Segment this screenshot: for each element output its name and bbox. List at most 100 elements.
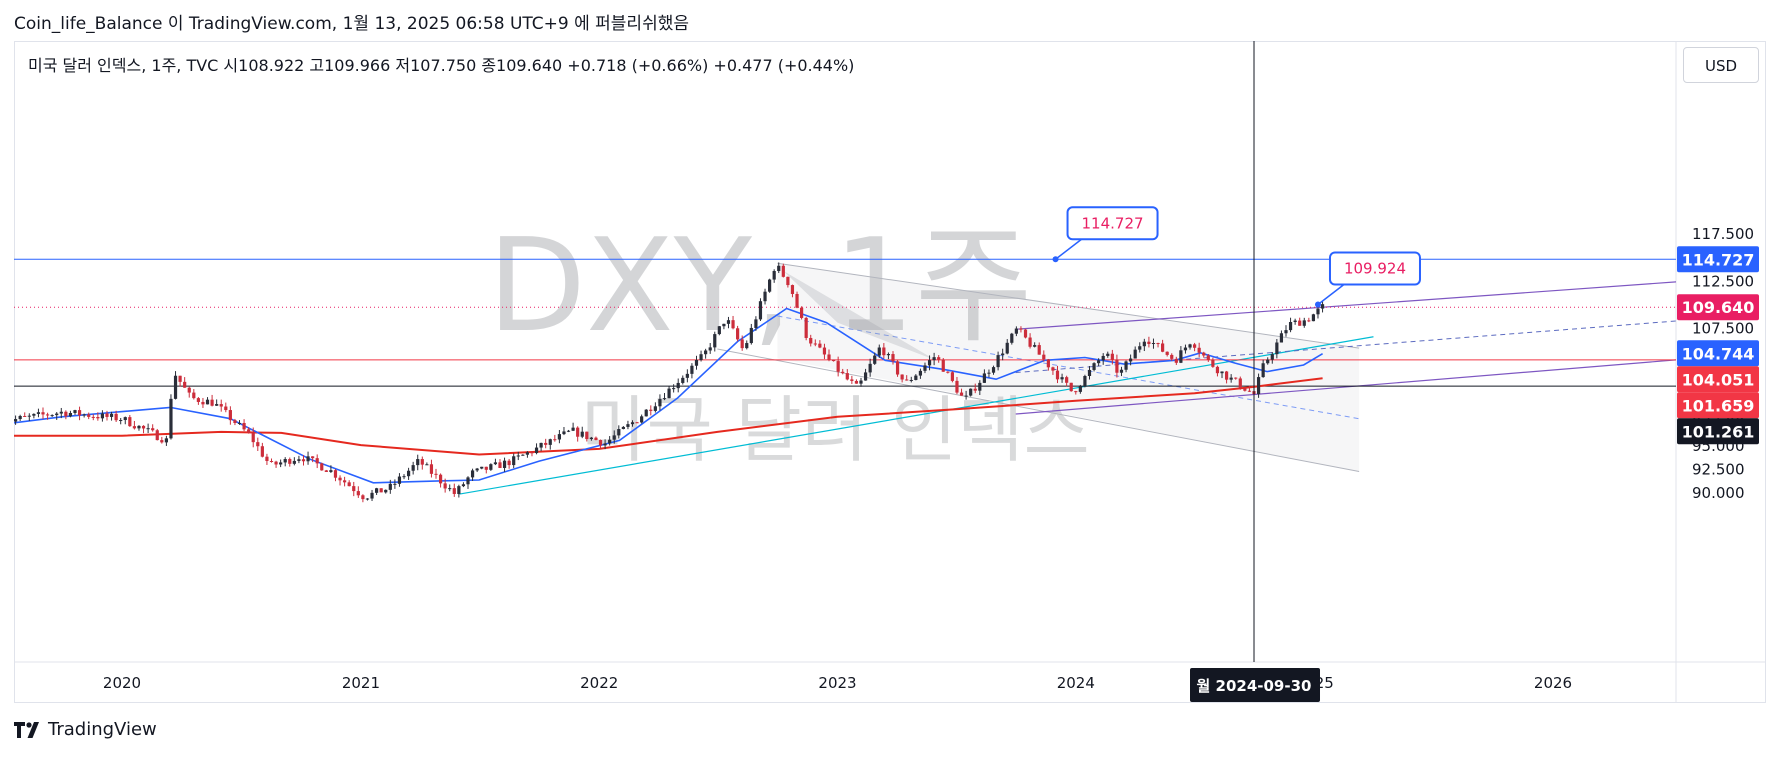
candle bbox=[151, 424, 155, 432]
price-label: 101.659 bbox=[1682, 396, 1755, 415]
price-label: 114.727 bbox=[1682, 250, 1755, 269]
candle bbox=[311, 456, 315, 463]
time-tick-label: 2020 bbox=[103, 674, 141, 692]
candle bbox=[1284, 325, 1288, 337]
candle-body bbox=[1202, 352, 1206, 356]
candle-body bbox=[923, 365, 927, 371]
candle bbox=[183, 377, 187, 388]
candle-body bbox=[493, 462, 498, 465]
candle-body bbox=[457, 486, 461, 494]
candle-body bbox=[1211, 359, 1215, 367]
candle-body bbox=[621, 426, 625, 430]
candle-body bbox=[5, 423, 8, 426]
candle-body bbox=[914, 375, 918, 380]
candle-body bbox=[18, 415, 22, 420]
candle-body bbox=[228, 410, 232, 421]
candle-body bbox=[1279, 333, 1284, 343]
candle bbox=[68, 410, 73, 418]
candle-body bbox=[1097, 360, 1101, 364]
candle-body bbox=[1275, 342, 1279, 355]
candle bbox=[105, 410, 109, 421]
candle-body bbox=[1188, 344, 1192, 348]
candle bbox=[18, 414, 22, 421]
callout-anchor-dot bbox=[1052, 256, 1059, 263]
candle bbox=[521, 454, 525, 456]
candle bbox=[1261, 359, 1265, 378]
candle bbox=[416, 454, 420, 471]
candle-body bbox=[1266, 359, 1270, 364]
candle bbox=[365, 498, 370, 501]
candle bbox=[155, 428, 159, 441]
candle-body bbox=[1156, 343, 1160, 345]
callout-label: 114.727 bbox=[1082, 214, 1144, 232]
candle bbox=[32, 413, 36, 419]
candle bbox=[813, 339, 817, 347]
candle bbox=[50, 414, 54, 418]
candle-body bbox=[969, 388, 973, 396]
candle bbox=[895, 360, 900, 377]
candle-body bbox=[452, 488, 456, 494]
candle-body bbox=[1229, 377, 1233, 380]
candle bbox=[580, 426, 584, 439]
candle bbox=[1151, 338, 1156, 349]
candle bbox=[187, 386, 191, 398]
candle-body bbox=[260, 446, 264, 457]
candle-body bbox=[576, 427, 580, 437]
price-tick-label: 92.500 bbox=[1692, 461, 1745, 479]
candle bbox=[137, 425, 141, 431]
candle bbox=[1288, 317, 1293, 333]
candle-body bbox=[1001, 353, 1005, 356]
candle-body bbox=[653, 406, 657, 411]
candle bbox=[1183, 344, 1188, 354]
candle-body bbox=[763, 291, 767, 302]
price-label-bg bbox=[1677, 366, 1759, 393]
candle bbox=[854, 379, 859, 384]
candle bbox=[1320, 300, 1325, 313]
candle-body bbox=[87, 414, 91, 417]
candle bbox=[795, 291, 799, 309]
candle-body bbox=[731, 320, 735, 329]
candle-body bbox=[713, 334, 717, 348]
candle bbox=[685, 369, 689, 383]
candle bbox=[164, 435, 168, 446]
candle bbox=[1202, 351, 1206, 358]
candle-body bbox=[375, 488, 379, 493]
candle bbox=[932, 352, 936, 366]
candle bbox=[822, 343, 827, 360]
candle bbox=[91, 414, 95, 421]
candle-body bbox=[781, 265, 785, 277]
candle bbox=[850, 375, 854, 384]
candle bbox=[329, 465, 333, 473]
candle-body bbox=[900, 374, 904, 380]
tradingview-logo[interactable]: TradingView bbox=[14, 719, 157, 740]
candle bbox=[434, 468, 438, 479]
candle bbox=[1243, 387, 1247, 392]
candle bbox=[475, 467, 479, 473]
candle-body bbox=[608, 439, 612, 444]
candle bbox=[722, 323, 726, 330]
candle bbox=[708, 343, 712, 354]
price-callout: 114.727 bbox=[1052, 206, 1159, 263]
candle-body bbox=[955, 380, 959, 393]
candle-body bbox=[1110, 353, 1114, 360]
candle bbox=[1087, 366, 1092, 380]
candle-body bbox=[1005, 342, 1009, 354]
candle-body bbox=[946, 371, 950, 373]
candle-body bbox=[338, 477, 342, 481]
candle-body bbox=[146, 428, 150, 430]
candle-body bbox=[635, 422, 639, 424]
candle-body bbox=[854, 380, 859, 384]
candle bbox=[562, 426, 566, 436]
candle bbox=[484, 466, 488, 474]
candle-body bbox=[210, 399, 214, 406]
currency-button[interactable]: USD bbox=[1683, 47, 1759, 83]
candle-body bbox=[1179, 350, 1183, 363]
candle bbox=[745, 340, 749, 350]
candle bbox=[777, 262, 781, 274]
candle-body bbox=[379, 488, 383, 493]
candle bbox=[320, 462, 324, 471]
candle-body bbox=[237, 422, 242, 424]
candle-body bbox=[1083, 376, 1087, 387]
candle-body bbox=[1316, 308, 1320, 315]
